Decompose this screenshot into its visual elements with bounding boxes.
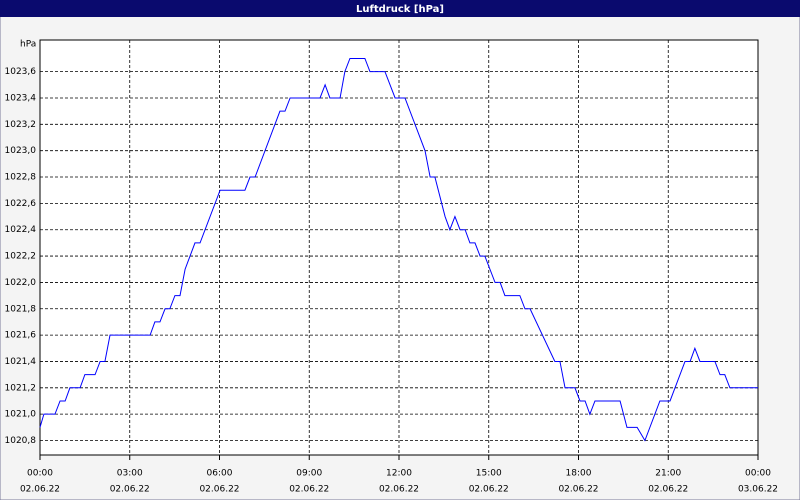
y-tick-label: 1021,2	[5, 383, 37, 393]
x-tick-date: 02.06.22	[289, 485, 329, 495]
y-tick-label: 1020,8	[5, 436, 37, 446]
data-line	[39, 57, 758, 442]
y-tick-label: 1023,4	[5, 93, 37, 103]
chart-title: Luftdruck [hPa]	[356, 4, 444, 15]
x-tick-date: 02.06.22	[199, 485, 239, 495]
title-bar	[0, 0, 800, 17]
x-tick-date: 02.06.22	[558, 485, 598, 495]
x-tick-label: 18:00	[566, 469, 592, 479]
y-tick-label: 1022,2	[5, 252, 37, 262]
x-tick-label: 03:00	[117, 469, 143, 479]
x-tick-date: 02.06.22	[110, 485, 150, 495]
x-tick-date: 02.06.22	[648, 485, 688, 495]
x-tick-date: 03.06.22	[738, 485, 778, 495]
y-tick-label: 1021,6	[5, 331, 37, 341]
y-tick-label: 1021,4	[5, 357, 37, 367]
y-tick-label: 1021,0	[5, 410, 37, 420]
y-tick-label: 1021,8	[5, 304, 37, 314]
x-tick-date: 02.06.22	[20, 485, 60, 495]
x-tick-label: 12:00	[386, 469, 412, 479]
x-tick-label: 09:00	[296, 469, 322, 479]
y-axis-label: hPa	[20, 40, 36, 50]
x-tick-label: 21:00	[655, 469, 681, 479]
y-tick-label: 1023,0	[5, 146, 37, 156]
y-tick-label: 1023,2	[5, 120, 37, 130]
x-tick-date: 02.06.22	[469, 485, 509, 495]
x-tick-label: 00:00	[745, 469, 771, 479]
y-tick-label: 1022,8	[5, 173, 37, 183]
x-tick-label: 00:00	[27, 469, 53, 479]
y-tick-label: 1022,0	[5, 278, 37, 288]
x-tick-date: 02.06.22	[379, 485, 419, 495]
x-tick-label: 06:00	[207, 469, 233, 479]
y-tick-label: 1022,6	[5, 199, 37, 209]
x-tick-label: 15:00	[476, 469, 502, 479]
y-tick-label: 1023,6	[5, 67, 37, 77]
y-tick-label: 1022,4	[5, 225, 37, 235]
